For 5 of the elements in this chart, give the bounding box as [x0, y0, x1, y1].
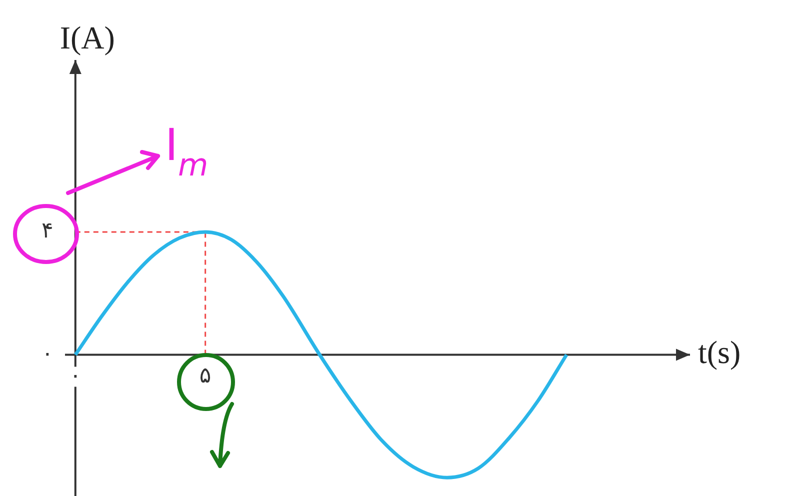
x-axis-title: t(s) — [698, 334, 741, 370]
line-series — [74, 230, 568, 480]
y-tick-label: ۴ — [41, 218, 54, 244]
y-axis-title: I(A) — [60, 19, 115, 56]
x-tick-label: ۵ — [199, 363, 212, 388]
